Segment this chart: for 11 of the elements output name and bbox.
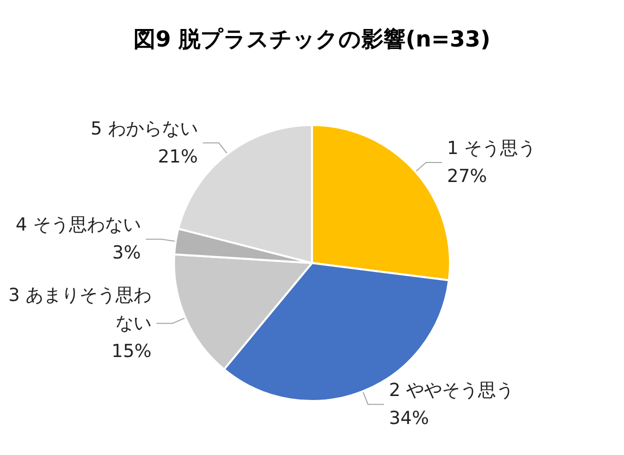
data-label: 15%: [111, 340, 152, 362]
data-label: 34%: [388, 408, 429, 429]
data-label: 21%: [158, 146, 198, 168]
slice-label: 5 わからない: [90, 118, 198, 140]
data-label: 27%: [447, 166, 488, 187]
chart-title: 図9 脱プラスチックの影響(n=33): [134, 26, 490, 52]
data-label: 3%: [112, 242, 141, 264]
slice-label: 3 あまりそう思わない: [8, 284, 152, 334]
slice-label: 2 ややそう思う: [388, 380, 514, 401]
slice-label: 1 そう思う: [447, 138, 536, 159]
slice-label: 4 そう思わない: [16, 214, 141, 236]
